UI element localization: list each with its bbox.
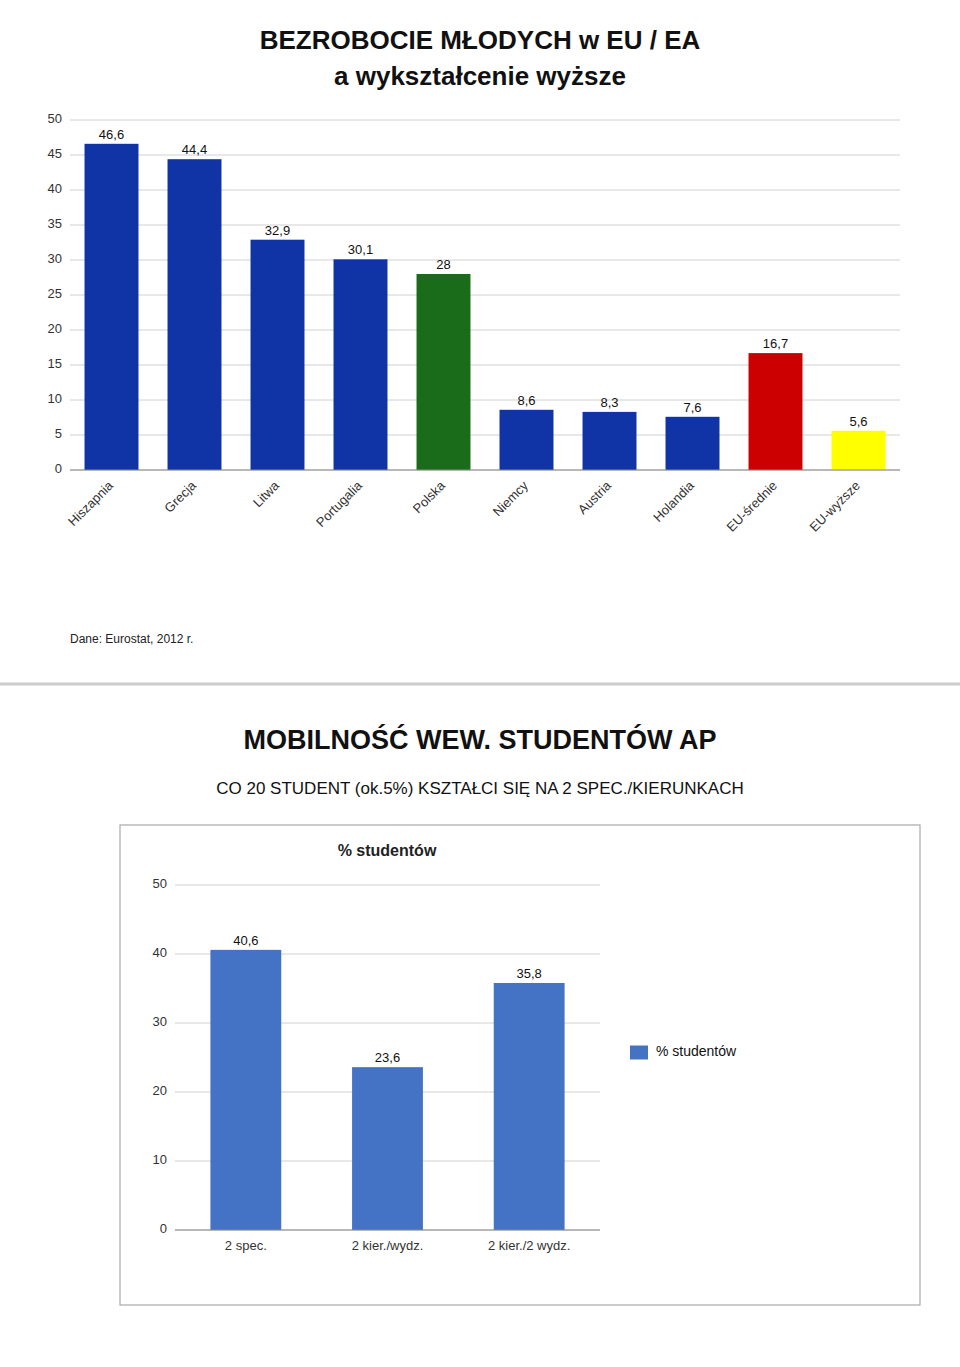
y-tick-label: 10 <box>153 1152 167 1167</box>
data-label: 40,6 <box>233 933 258 948</box>
x-tick-label: 2 kier./2 wydz. <box>488 1238 570 1253</box>
data-label: 32,9 <box>265 223 290 238</box>
bar <box>666 417 720 470</box>
bar <box>168 159 222 470</box>
y-tick-label: 5 <box>55 426 62 441</box>
data-label: 23,6 <box>375 1050 400 1065</box>
bar <box>334 259 388 470</box>
grid-line <box>175 885 600 886</box>
y-tick-label: 15 <box>48 356 62 371</box>
x-axis-line <box>70 470 900 471</box>
y-tick-label: 50 <box>48 111 62 126</box>
bars <box>85 144 886 470</box>
separator <box>0 683 960 686</box>
grid-line <box>70 120 900 121</box>
bar <box>251 240 305 470</box>
y-tick-label: 50 <box>153 876 167 891</box>
title: MOBILNOŚĆ WEW. STUDENTÓW AP <box>244 724 717 755</box>
legend: % studentów <box>630 1043 737 1059</box>
x-tick-label: Austria <box>575 477 615 517</box>
y-tick-label: 40 <box>153 945 167 960</box>
bar <box>749 353 803 470</box>
page: BEZROBOCIE MŁODYCH w EU / EA a wykształce… <box>0 0 960 1367</box>
data-label: 8,6 <box>517 393 535 408</box>
data-label: 5,6 <box>849 414 867 429</box>
y-tick-label: 30 <box>153 1014 167 1029</box>
y-tick-label: 0 <box>55 461 62 476</box>
bar <box>352 1067 423 1230</box>
background <box>0 0 960 1367</box>
x-tick-label: Grecja <box>161 477 199 515</box>
legend-swatch <box>630 1046 648 1060</box>
bars <box>210 950 564 1230</box>
y-tick-label: 25 <box>48 286 62 301</box>
bar <box>210 950 281 1230</box>
data-label: 30,1 <box>348 242 373 257</box>
x-axis-line <box>175 1230 600 1231</box>
x-tick-label: Litwa <box>250 477 283 510</box>
y-tick-label: 20 <box>48 321 62 336</box>
legend-label: % studentów <box>656 1043 737 1059</box>
data-label: 28 <box>436 257 450 272</box>
y-tick-label: 20 <box>153 1083 167 1098</box>
title: BEZROBOCIE MŁODYCH w EU / EA <box>260 25 701 55</box>
bar <box>583 412 637 470</box>
x-tick-label: Hiszapnia <box>65 477 117 529</box>
data-label: 8,3 <box>600 395 618 410</box>
annotation: % studentów <box>338 842 437 859</box>
x-tick-label: 2 kier./wydz. <box>352 1238 424 1253</box>
y-tick-label: 30 <box>48 251 62 266</box>
bar <box>500 410 554 470</box>
x-tick-label: Polska <box>410 477 449 516</box>
grid-line <box>175 1230 600 1231</box>
annotation: Dane: Eurostat, 2012 r. <box>70 632 193 646</box>
x-tick-label: 2 spec. <box>225 1238 267 1253</box>
y-tick-label: 40 <box>48 181 62 196</box>
data-label: 16,7 <box>763 336 788 351</box>
x-tick-label: Holandia <box>650 477 697 524</box>
bar <box>85 144 139 470</box>
subtitle: CO 20 STUDENT (ok.5%) KSZTAŁCI SIĘ NA 2 … <box>216 779 743 798</box>
bar <box>832 431 886 470</box>
x-tick-label: Portugalia <box>313 477 366 530</box>
bar <box>494 983 565 1230</box>
data-label: 7,6 <box>683 400 701 415</box>
chart-frame <box>120 825 920 1305</box>
data-label: 44,4 <box>182 142 207 157</box>
y-tick-label: 45 <box>48 146 62 161</box>
x-tick-label: EU-wyższe <box>806 478 863 535</box>
chart: MOBILNOŚĆ WEW. STUDENTÓW AP CO 20 STUDENT… <box>120 724 920 1305</box>
bar <box>417 274 471 470</box>
data-label: 46,6 <box>99 127 124 142</box>
y-tick-label: 10 <box>48 391 62 406</box>
data-label: 35,8 <box>517 966 542 981</box>
grid-line <box>70 470 900 471</box>
x-tick-label: Niemcy <box>490 478 532 520</box>
y-tick-label: 35 <box>48 216 62 231</box>
subtitle: a wykształcenie wyższe <box>334 61 626 91</box>
y-tick-label: 0 <box>160 1221 167 1236</box>
x-tick-label: EU-średnie <box>723 478 780 535</box>
chart: BEZROBOCIE MŁODYCH w EU / EA a wykształce… <box>48 25 900 646</box>
